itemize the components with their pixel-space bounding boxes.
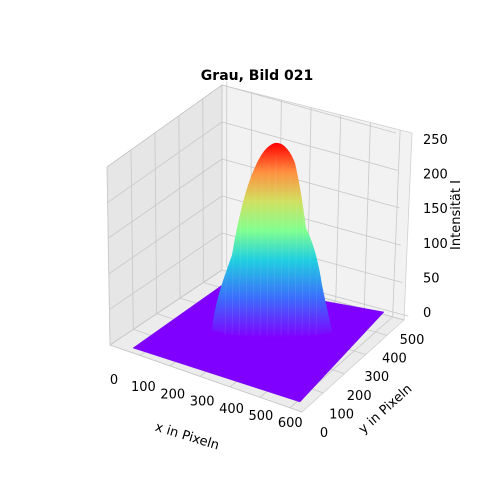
x-tick-label: 0 <box>110 373 118 388</box>
surface-peak <box>212 142 332 338</box>
x-tick-label: 500 <box>248 409 273 424</box>
y-tick-label: 500 <box>400 333 425 348</box>
z-grid-line <box>221 84 397 134</box>
z-tick-label: 150 <box>423 202 448 217</box>
z-grid-line <box>109 232 223 310</box>
z-tick-label: 100 <box>423 237 448 252</box>
x-axis-label: x in Pixeln <box>153 420 221 454</box>
mesh-line <box>308 204 312 336</box>
y-grid-line <box>178 115 181 299</box>
x-tick-label: 400 <box>219 402 244 417</box>
y-tick-label: 100 <box>329 407 354 422</box>
y-grid-line <box>106 166 111 346</box>
z-grid-line <box>108 195 223 275</box>
chart-title: Grau, Bild 021 <box>201 68 313 84</box>
z-axis-label: Intensität I <box>449 180 464 250</box>
y-tick-label: 200 <box>347 389 372 404</box>
z-grid-line <box>106 84 223 168</box>
y-tick-label: 300 <box>364 370 389 385</box>
mesh-line <box>245 194 249 336</box>
z-axis-ticks: 0 50 100 150 200 250 <box>423 133 448 321</box>
z-grid-line <box>109 269 223 346</box>
mesh-line <box>301 194 305 336</box>
x-axis-ticks: 0 100 200 300 400 500 600 <box>110 373 303 431</box>
mesh-line <box>315 214 319 336</box>
x-grid-line <box>363 122 371 310</box>
surface-plot <box>132 142 385 403</box>
z-tick-label: 200 <box>423 168 448 183</box>
mesh-line <box>287 174 291 336</box>
y-tick-label: 0 <box>320 426 328 441</box>
mesh-line <box>266 164 270 336</box>
y-grid-line <box>154 132 158 314</box>
z-tick-label: 50 <box>423 271 440 286</box>
x-tick-label: 200 <box>160 387 185 402</box>
y-grid-line <box>109 344 303 413</box>
x-grid-line <box>335 114 342 302</box>
mesh-line <box>259 174 263 336</box>
mesh-line <box>273 154 277 336</box>
z-grid-line <box>107 121 223 203</box>
mesh-line <box>294 184 298 336</box>
x-tick-label: 100 <box>131 380 156 395</box>
z-tick-label: 250 <box>423 133 448 148</box>
x-tick-label: 600 <box>278 416 303 431</box>
z-tick-label: 0 <box>423 306 431 321</box>
y-tick-label: 400 <box>382 352 407 367</box>
mesh-line <box>252 184 256 336</box>
y-grid-line <box>202 98 204 283</box>
x-tick-label: 300 <box>190 395 215 410</box>
z-grid-line <box>221 158 400 209</box>
surface-mesh <box>224 154 319 336</box>
mesh-line <box>231 214 235 336</box>
mesh-line <box>280 164 284 336</box>
z-grid-line <box>221 121 398 171</box>
mesh-line <box>238 204 242 336</box>
z-grid-line <box>107 158 223 239</box>
y-grid-line <box>130 149 134 330</box>
mesh-line <box>224 224 228 336</box>
x-grid-line <box>392 129 401 317</box>
